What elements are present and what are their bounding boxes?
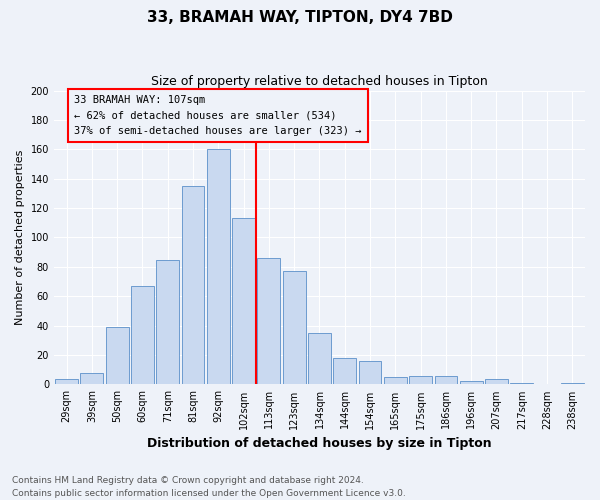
- Bar: [334, 358, 356, 384]
- Bar: [460, 382, 482, 384]
- Bar: [409, 376, 432, 384]
- Bar: [182, 186, 205, 384]
- Bar: [384, 377, 407, 384]
- Text: 33 BRAMAH WAY: 107sqm
← 62% of detached houses are smaller (534)
37% of semi-det: 33 BRAMAH WAY: 107sqm ← 62% of detached …: [74, 95, 362, 136]
- Bar: [308, 333, 331, 384]
- Bar: [157, 260, 179, 384]
- Bar: [511, 383, 533, 384]
- Title: Size of property relative to detached houses in Tipton: Size of property relative to detached ho…: [151, 75, 488, 88]
- Bar: [106, 327, 128, 384]
- Bar: [561, 383, 584, 384]
- Bar: [232, 218, 255, 384]
- X-axis label: Distribution of detached houses by size in Tipton: Distribution of detached houses by size …: [147, 437, 492, 450]
- Bar: [131, 286, 154, 384]
- Bar: [485, 378, 508, 384]
- Bar: [80, 372, 103, 384]
- Bar: [55, 378, 78, 384]
- Y-axis label: Number of detached properties: Number of detached properties: [15, 150, 25, 325]
- Text: Contains HM Land Registry data © Crown copyright and database right 2024.
Contai: Contains HM Land Registry data © Crown c…: [12, 476, 406, 498]
- Bar: [207, 150, 230, 384]
- Bar: [434, 376, 457, 384]
- Bar: [283, 272, 305, 384]
- Bar: [359, 361, 382, 384]
- Bar: [257, 258, 280, 384]
- Text: 33, BRAMAH WAY, TIPTON, DY4 7BD: 33, BRAMAH WAY, TIPTON, DY4 7BD: [147, 10, 453, 25]
